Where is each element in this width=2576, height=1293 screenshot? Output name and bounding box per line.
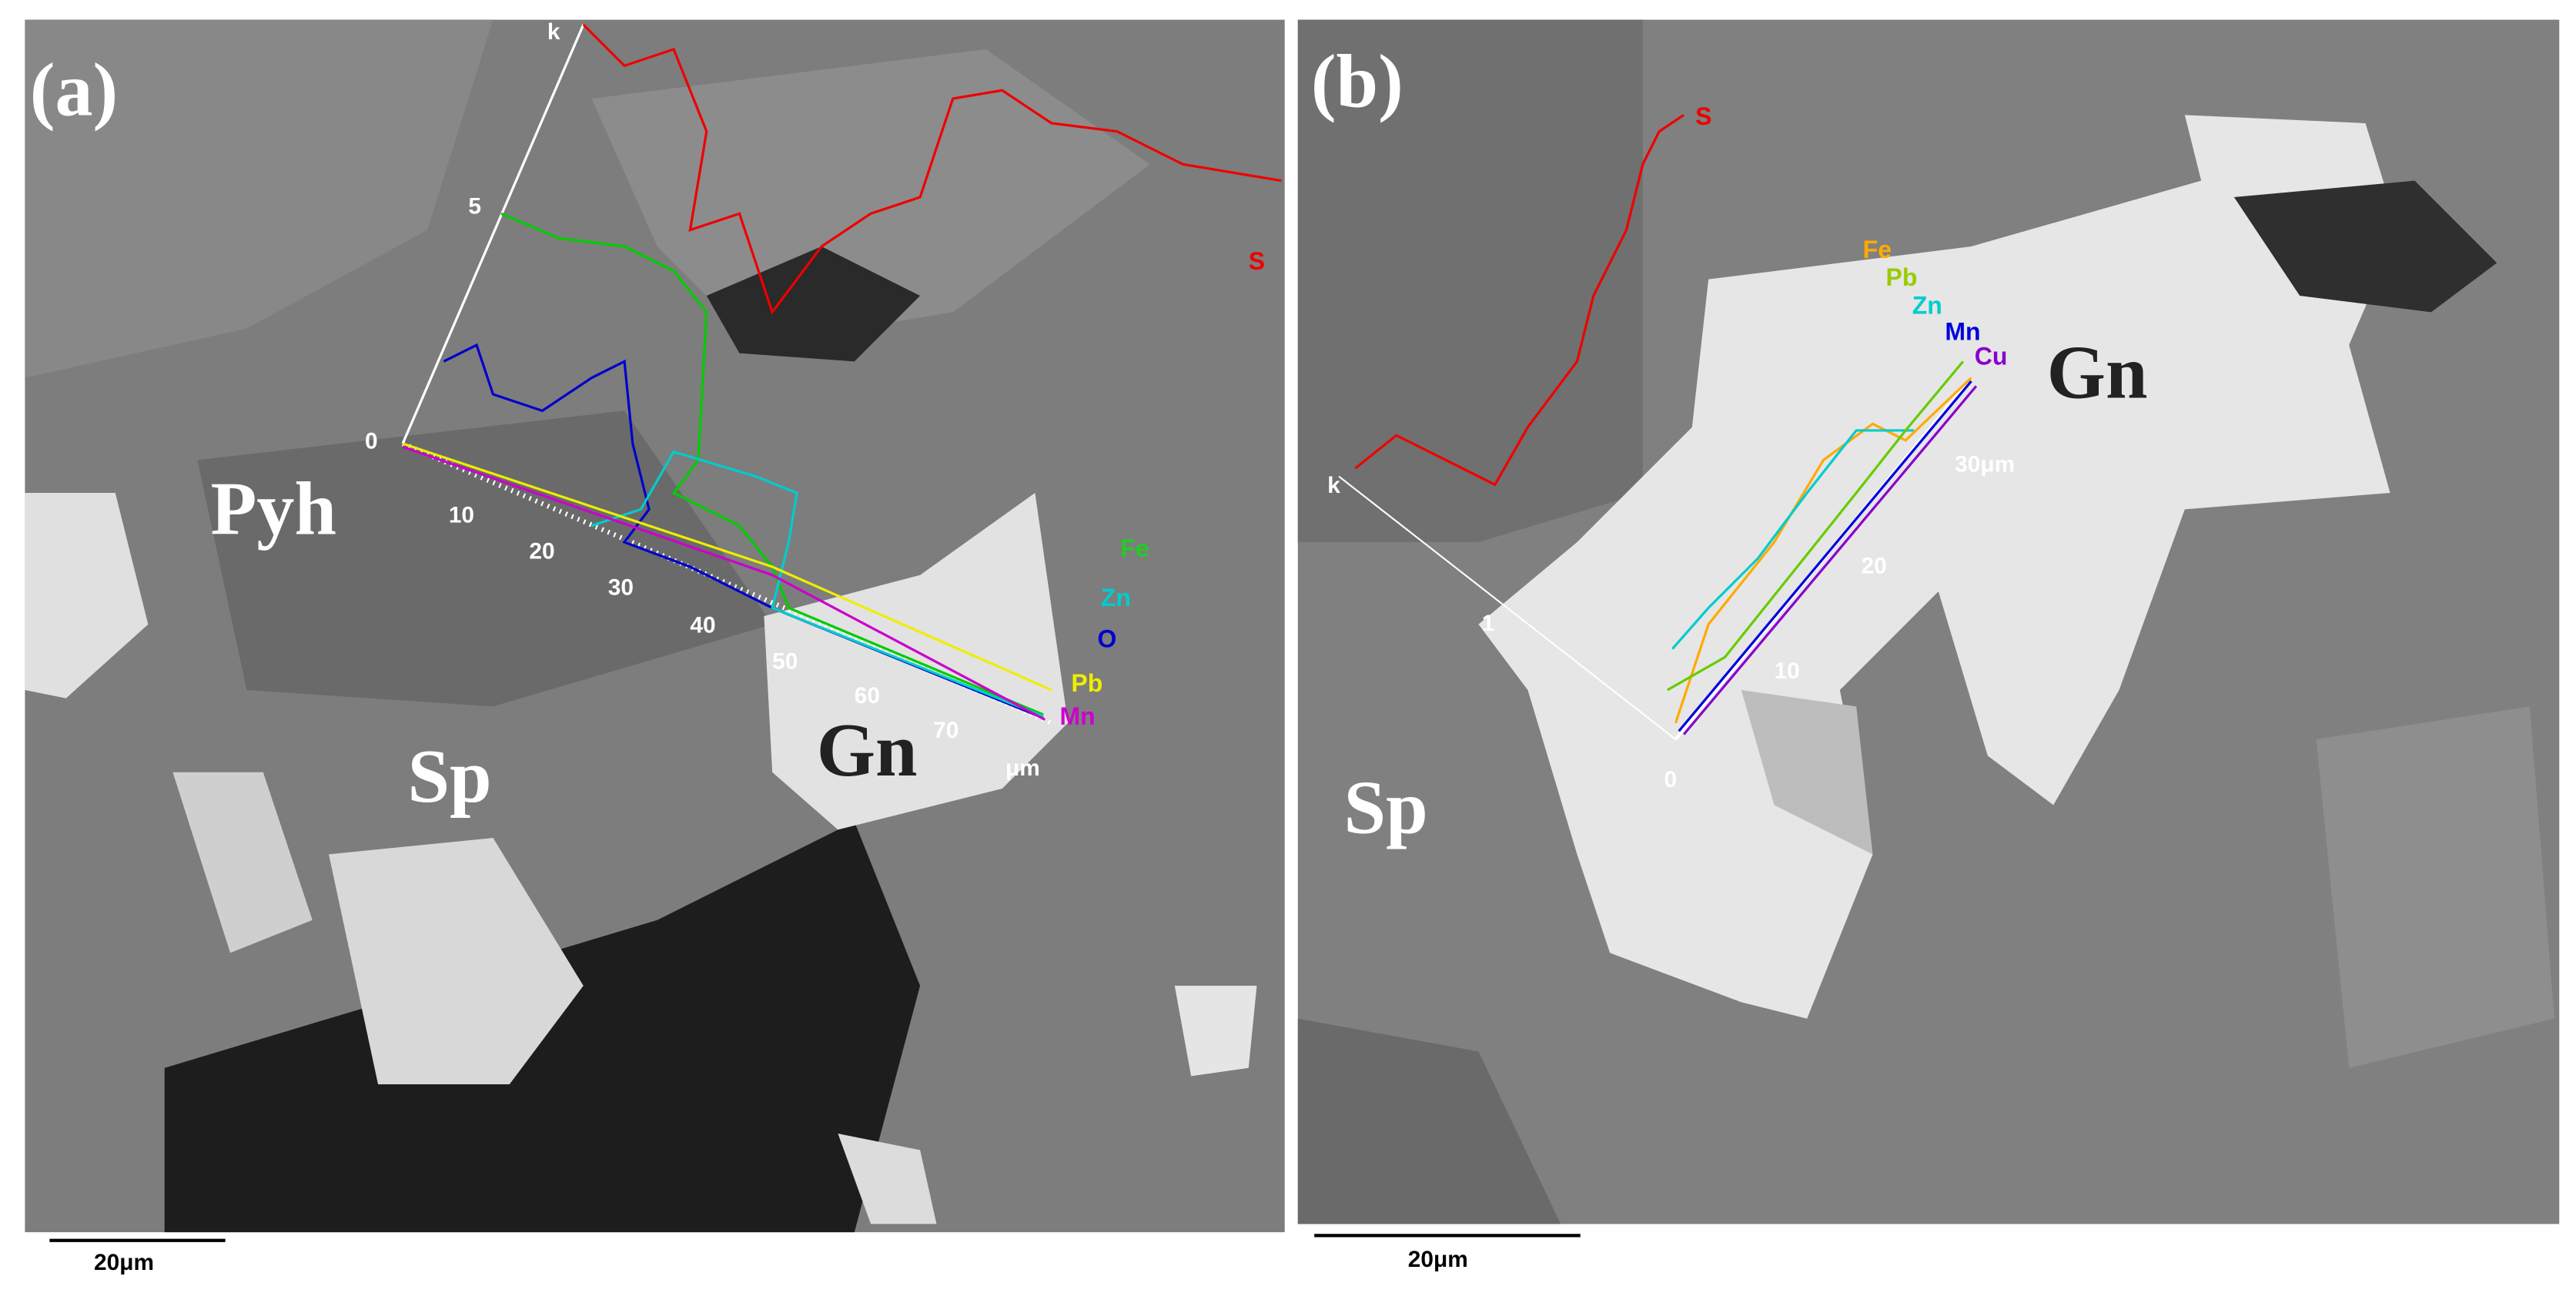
scan-tick-label: k [547, 19, 560, 45]
trace [1354, 114, 1685, 487]
scale-bar-label: 20μm [94, 1250, 154, 1275]
scan-tick-label: 0 [365, 428, 378, 454]
element-label: O [1098, 625, 1117, 653]
trace [402, 445, 1046, 721]
scan-tick-label: k [1327, 473, 1340, 498]
trace [1682, 385, 1978, 735]
trace [590, 450, 1044, 718]
distance-unit: μm [1005, 755, 1040, 781]
element-label: S [1249, 247, 1265, 275]
mineral-label: Gn [2047, 331, 2148, 414]
distance-tick-label: 70 [933, 718, 958, 743]
distance-tick-label: 50 [772, 648, 798, 674]
panel-label: (a) [30, 49, 118, 132]
panel-b-image [1297, 19, 2560, 1224]
mineral-label: Gn [817, 709, 918, 792]
mineral-label: Sp [1344, 767, 1428, 850]
scale-bar-label: 20μm [1408, 1247, 1468, 1272]
scan-axis [1338, 475, 1677, 740]
panel-a-scan [401, 23, 1282, 725]
element-label: Zn [1101, 584, 1131, 611]
element-label: Pb [1886, 263, 1918, 291]
panel-label: (b) [1311, 41, 1403, 124]
trace [1674, 377, 1972, 724]
element-label: Mn [1059, 702, 1095, 730]
scan-tick-label: 1 [1482, 611, 1495, 636]
trace [1678, 380, 1972, 732]
element-label: Fe [1863, 236, 1892, 263]
distance-tick-label: 20 [1862, 554, 1887, 579]
panel-a-image [25, 19, 1285, 1233]
mineral-label: Sp [407, 735, 491, 819]
trace [1667, 360, 1965, 692]
trace [1671, 429, 1914, 650]
distance-tick-label: 10 [449, 502, 474, 528]
trace [402, 442, 1052, 692]
panel-b-scan [1338, 114, 1978, 741]
distance-tick-label: 20 [529, 538, 554, 564]
mineral-label: Pyh [210, 467, 336, 551]
element-label: Zn [1912, 291, 1942, 319]
distance-tick-label: 40 [690, 612, 715, 638]
element-label: Cu [1975, 343, 2008, 370]
element-label: S [1695, 102, 1711, 130]
trace [443, 343, 1044, 719]
distance-tick-label: 10 [1774, 658, 1799, 684]
scan-tick-label: 5 [468, 193, 481, 219]
element-label: Fe [1120, 534, 1149, 562]
trace [582, 23, 1282, 315]
scan-axis [401, 24, 585, 444]
element-label: Mn [1945, 318, 1980, 346]
scan-tick-label: 0 [1664, 767, 1678, 792]
distance-tick-label: 30μm [1955, 451, 2015, 477]
distance-tick-label: 30 [608, 574, 634, 600]
element-label: Pb [1071, 669, 1102, 697]
distance-tick-label: 60 [855, 683, 880, 708]
